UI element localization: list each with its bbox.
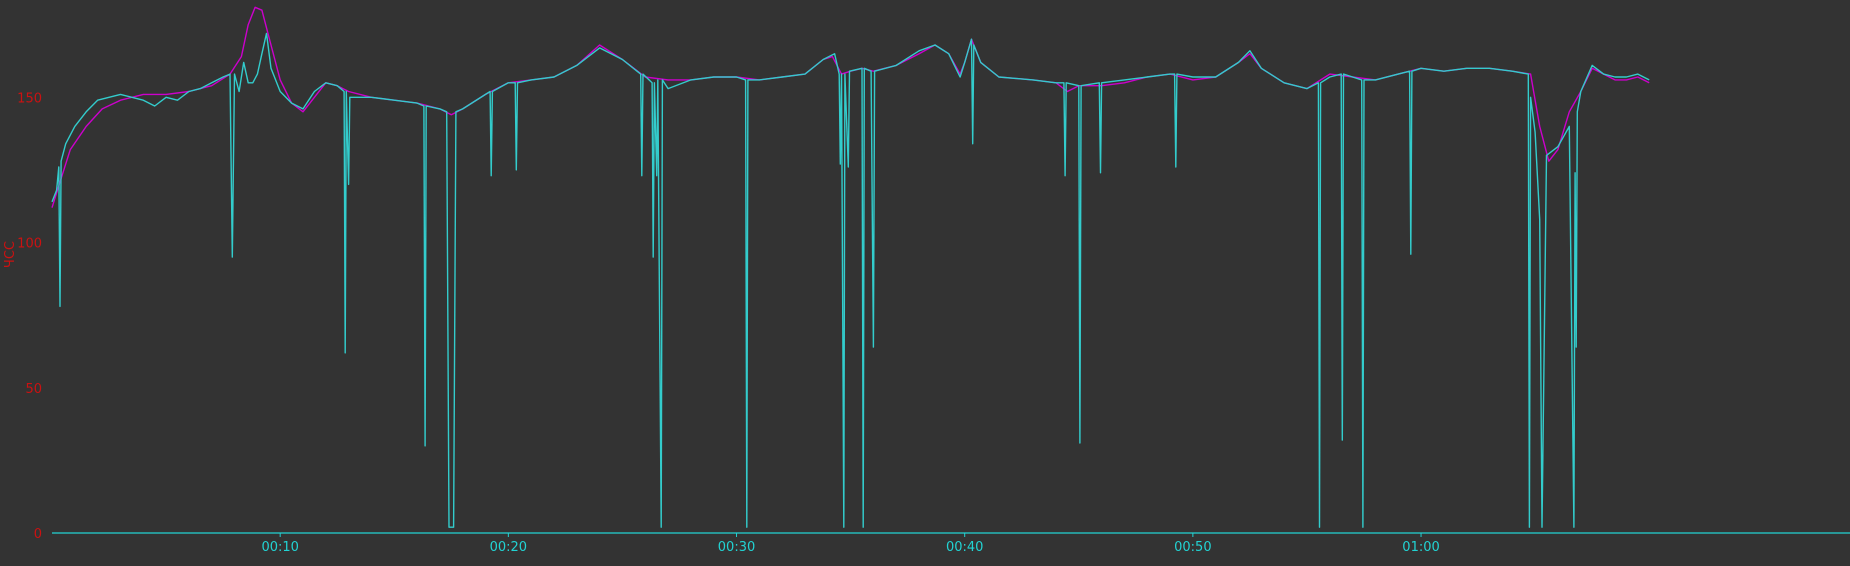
x-tick-label: 00:20 xyxy=(490,540,527,555)
series-line-raw xyxy=(51,32,1650,528)
y-ticks: 0 50 100 150 xyxy=(17,91,42,542)
y-tick-label: 100 xyxy=(17,237,42,252)
y-tick-label: 0 xyxy=(34,527,42,542)
y-tick-label: 50 xyxy=(25,382,42,397)
series-layer xyxy=(51,6,1650,528)
x-tick-label: 01:00 xyxy=(1402,540,1439,555)
x-tick-label: 00:10 xyxy=(261,540,298,555)
x-tick-label: 00:40 xyxy=(946,540,983,555)
y-tick-label: 150 xyxy=(17,91,42,106)
x-ticks: 00:10 00:20 00:30 00:40 00:50 01:00 xyxy=(261,533,1440,555)
x-tick-label: 00:50 xyxy=(1174,540,1211,555)
x-tick-label: 00:30 xyxy=(718,540,755,555)
y-axis-label: ЧСС xyxy=(3,241,18,268)
